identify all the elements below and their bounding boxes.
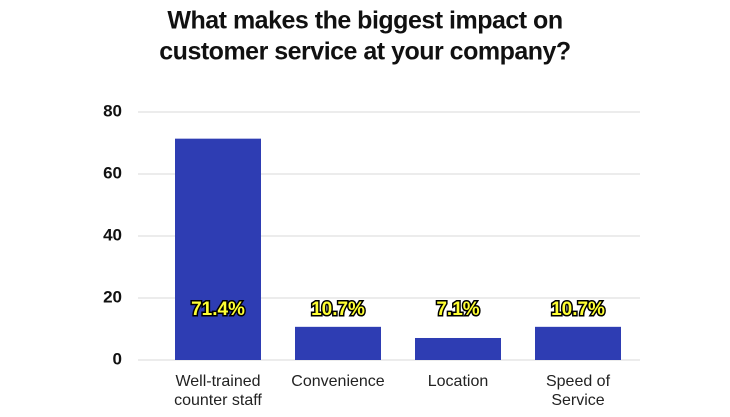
chart-title: customer service at your company? [159,38,570,66]
bar [295,326,381,360]
value-label: 71.4% [191,299,245,320]
y-tick-label: 80 [103,101,122,120]
x-tick-label: Location [427,373,489,390]
x-tick-label: Speed of Service [545,373,611,409]
chart-title: What makes the biggest impact on [167,7,562,35]
bar [175,138,261,360]
y-tick-label: 40 [103,225,122,244]
x-tick-label: Convenience [291,373,385,390]
y-tick-label: 0 [113,349,122,368]
x-tick-label: Well-trained counter staff [174,373,262,409]
y-tick-label: 20 [103,287,122,306]
y-tick-label: 60 [103,163,122,182]
value-label: 7.1% [436,299,479,320]
value-label: 10.7% [551,299,605,320]
bar [415,337,501,360]
value-label: 10.7% [311,299,365,320]
bar [535,326,621,360]
